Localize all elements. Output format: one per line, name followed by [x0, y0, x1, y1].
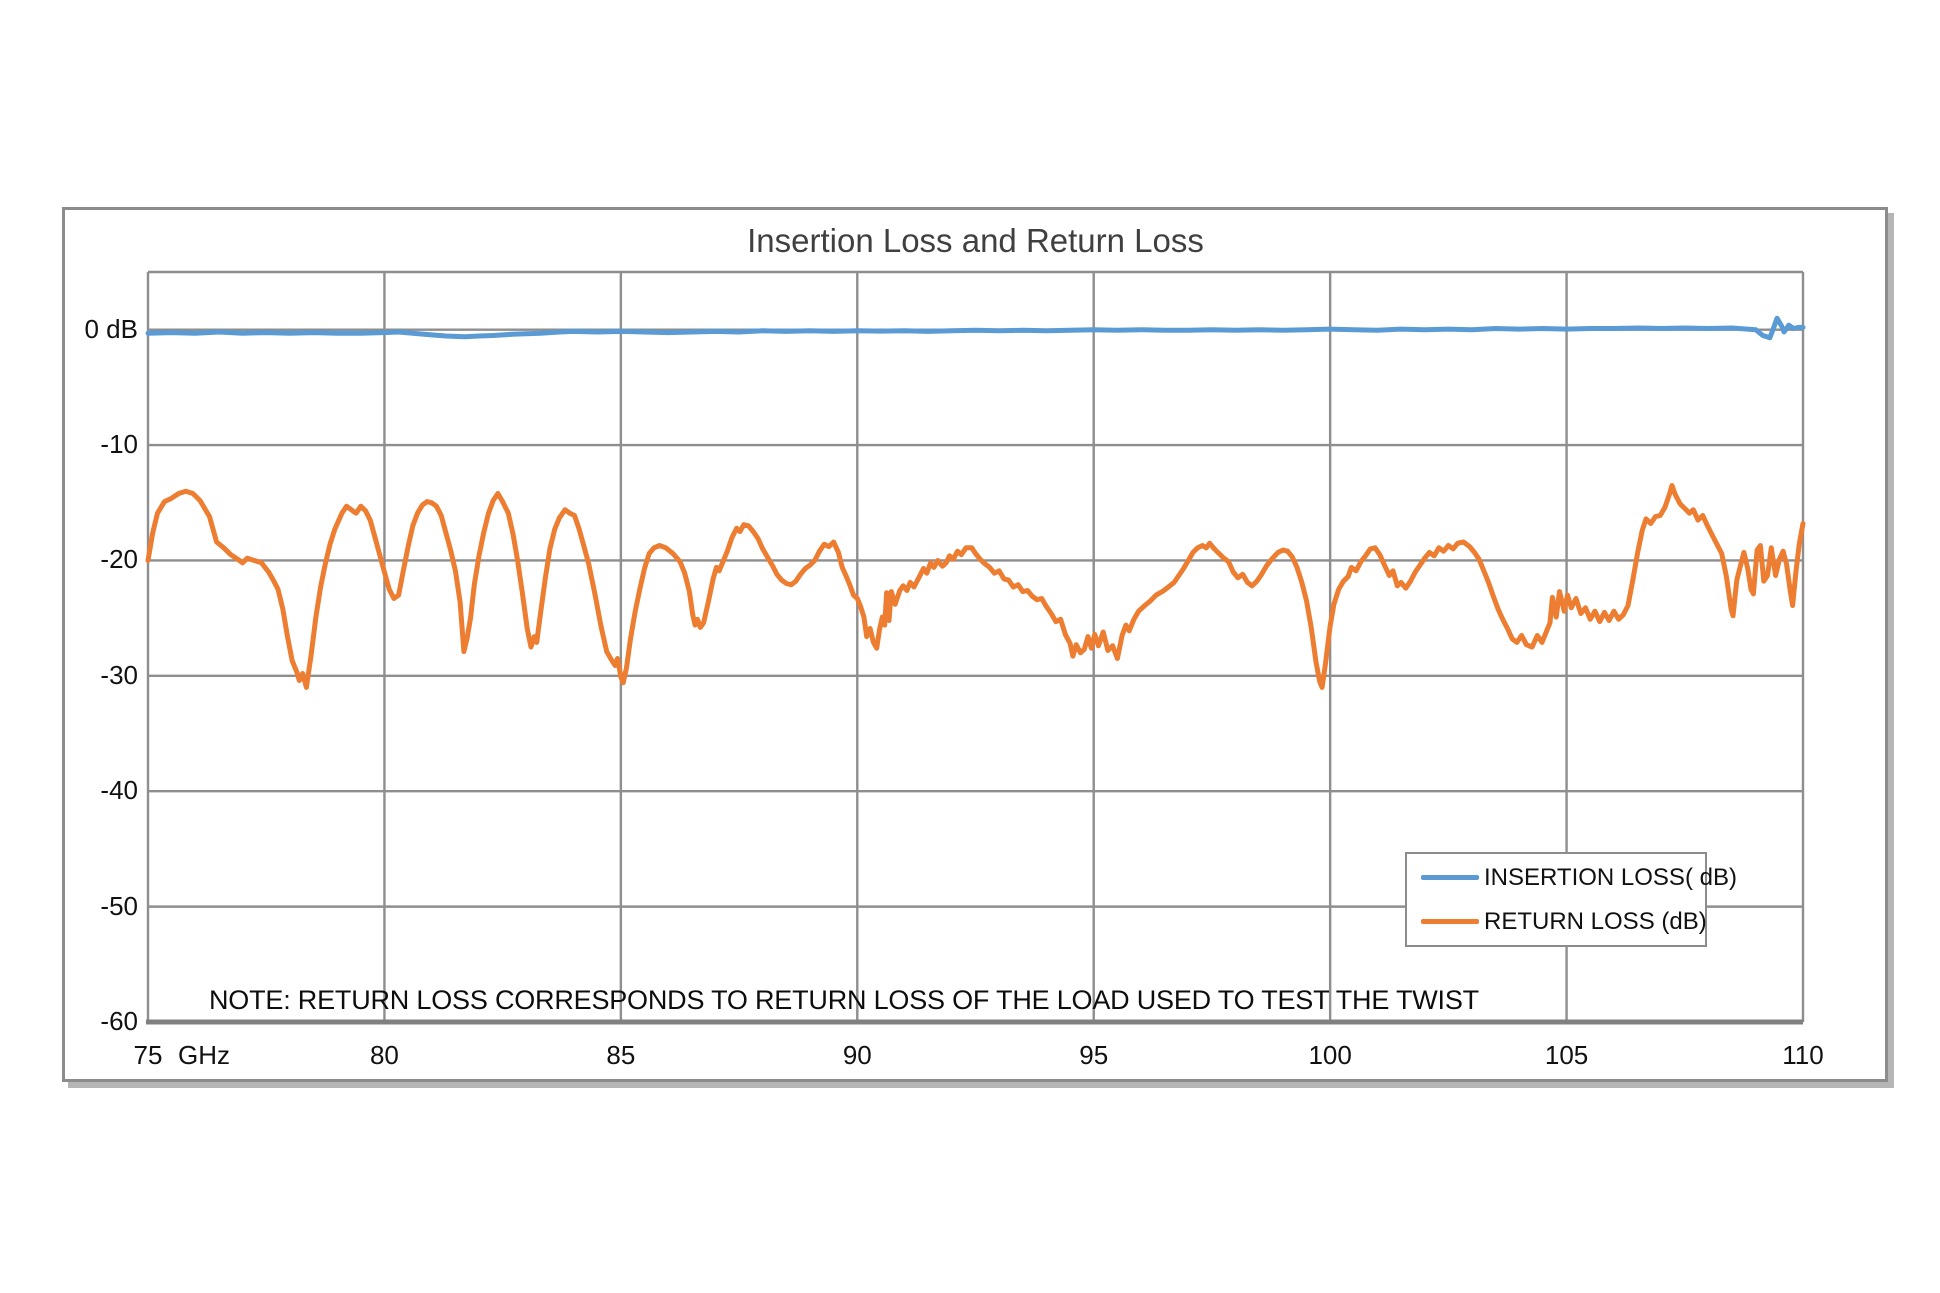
insertion-loss-line — [145, 315, 1806, 341]
legend-item-return-loss: RETURN LOSS (dB) — [1421, 907, 1707, 936]
x-axis-unit-label: GHz — [178, 1040, 230, 1070]
legend-item-insertion-loss: INSERTION LOSS( dB) — [1421, 864, 1737, 892]
note-text: NOTE: RETURN LOSS CORRESPONDS TO RETURN … — [209, 985, 1479, 1015]
y-tick-label--30: -30 — [100, 659, 138, 690]
y-tick-label--50: -50 — [100, 890, 138, 921]
chart-title: Insertion Loss and Return Loss — [747, 222, 1204, 259]
y-tick-label--40: -40 — [100, 775, 138, 806]
y-tick-label--20: -20 — [100, 544, 138, 575]
y-tick-label--10: -10 — [100, 429, 138, 460]
return-loss-line-swatch-icon — [1421, 919, 1479, 924]
x-tick-label-110: 110 — [1782, 1040, 1824, 1070]
x-tick-label-105: 105 — [1544, 1040, 1589, 1070]
x-tick-label-95: 95 — [1079, 1040, 1109, 1070]
insertion-loss-line-swatch-icon — [1421, 875, 1479, 880]
legend-label-return-loss: RETURN LOSS (dB) — [1484, 907, 1707, 935]
x-tick-label-90: 90 — [842, 1040, 872, 1070]
x-tick-label-75: 75 — [133, 1040, 163, 1070]
return-loss-line — [145, 483, 1806, 690]
legend: INSERTION LOSS( dB) RETURN LOSS (dB) — [1405, 852, 1737, 947]
y-tick-label-0: 0 dB — [84, 313, 139, 344]
x-tick-label-85: 85 — [606, 1040, 636, 1070]
x-tick-label-100: 100 — [1308, 1040, 1352, 1070]
legend-label-insertion-loss: INSERTION LOSS( dB) — [1484, 863, 1737, 891]
y-tick-label--60: -60 — [100, 1006, 138, 1036]
x-tick-label-80: 80 — [369, 1040, 399, 1070]
